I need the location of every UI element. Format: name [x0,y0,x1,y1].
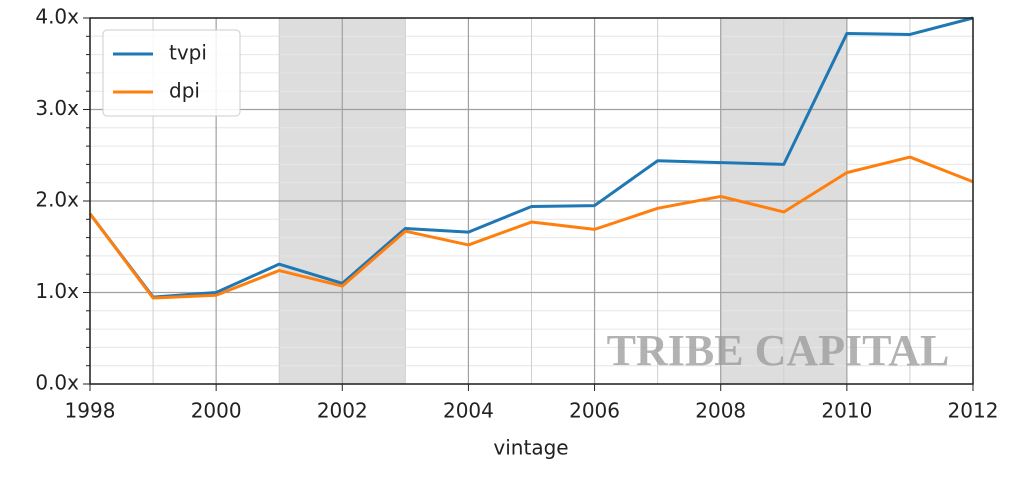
x-tick-label: 2010 [821,399,872,423]
x-tick-label: 1998 [65,399,116,423]
x-tick-label: 2006 [569,399,620,423]
legend-box [102,29,241,117]
legend-label: dpi [169,79,200,103]
series-line [88,16,974,299]
x-tick-label: 2012 [948,399,999,423]
plot-frame [89,17,974,385]
watermark: TRIBE CAPITAL [607,326,950,375]
y-tick-label: 1.0x [35,279,79,303]
y-tick-label: 3.0x [35,96,79,120]
x-tick-label: 2004 [443,399,494,423]
x-tick-label: 2008 [695,399,746,423]
y-tick-label: 4.0x [35,5,79,29]
x-tick-label: 2000 [191,399,242,423]
x-tick-label: 2002 [317,399,368,423]
y-tick-label: 2.0x [35,188,79,212]
series-line [88,155,974,300]
x-axis-label: vintage [493,436,568,460]
y-tick-label: 0.0x [35,371,79,395]
legend-label: tvpi [169,41,207,65]
